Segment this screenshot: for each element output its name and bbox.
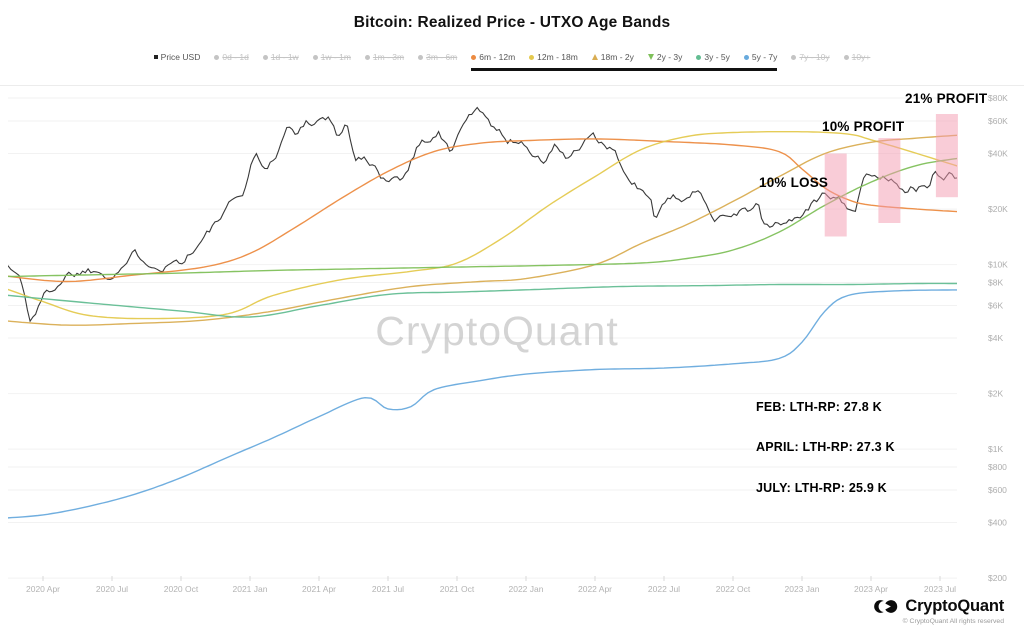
plot-top-divider: [0, 85, 1024, 86]
x-axis-label-2021-Apr: 2021 Apr: [302, 584, 336, 594]
y-axis-label-$400: $400: [988, 518, 1007, 528]
legend-label: 2y - 3y: [656, 52, 683, 62]
x-axis-label-2022-Oct: 2022 Oct: [716, 584, 751, 594]
legend-marker: [591, 54, 598, 60]
footer-brand: CryptoQuant © CryptoQuant All rights res…: [874, 597, 1004, 625]
highlight-bar-1: [824, 153, 847, 237]
legend-marker: [214, 54, 220, 60]
annotation-feb-lth-rp: FEB: LTH-RP: 27.8 K: [756, 400, 882, 414]
y-axis-label-$1K: $1K: [988, 444, 1003, 454]
x-axis-label-2023-Jul: 2023 Jul: [924, 584, 956, 594]
series-12m-18m: [8, 131, 957, 320]
legend-item-12m-18m[interactable]: 12m - 18m: [529, 52, 578, 62]
x-axis-label-2021-Jul: 2021 Jul: [372, 584, 404, 594]
legend-label: 0d - 1d: [222, 52, 249, 62]
legend-marker: [153, 55, 158, 59]
legend-marker: [262, 54, 268, 60]
annotation-10-percent-profit: 10% PROFIT: [822, 119, 905, 134]
legend-marker: [312, 54, 318, 60]
legend-label: 3y - 5y: [704, 52, 730, 62]
series-2y-3y: [8, 157, 957, 278]
y-axis-label-$20K: $20K: [988, 204, 1008, 214]
series-3y-5y: [8, 282, 957, 318]
legend-item-disabled-1m-3m[interactable]: 1m - 3m: [364, 52, 405, 62]
legend-marker: [471, 54, 477, 60]
cryptoquant-logo-icon: [874, 600, 898, 613]
legend-item-3y-5y[interactable]: 3y - 5y: [696, 52, 730, 62]
annotation-10-percent-loss: 10% LOSS: [759, 175, 829, 190]
legend-item-5y-7y[interactable]: 5y - 7y: [743, 52, 778, 62]
series-priceusd: [8, 106, 957, 323]
cryptoquant-wordmark: CryptoQuant: [905, 597, 1004, 615]
y-axis-label-$60K: $60K: [988, 116, 1008, 126]
legend-active-group: 6m - 12m 12m - 18m 18m - 2y 2y - 3y 3y - 5y 5…: [471, 52, 778, 71]
annotation-april-lth-rp: APRIL: LTH-RP: 27.3 K: [756, 440, 895, 454]
legend-marker: [529, 54, 535, 60]
x-axis-label-2020-Apr: 2020 Apr: [26, 584, 60, 594]
legend-marker: [843, 54, 849, 60]
y-axis-label-$4K: $4K: [988, 333, 1003, 343]
highlight-bar-2: [878, 138, 901, 223]
x-axis-label-2021-Jan: 2021 Jan: [233, 584, 268, 594]
legend-item-disabled-1w-1m[interactable]: 1w - 1m: [312, 52, 351, 62]
legend-label: 6m - 12m: [479, 52, 516, 62]
y-axis-label-$80K: $80K: [988, 93, 1008, 103]
chart-title: Bitcoin: Realized Price - UTXO Age Bands: [353, 14, 671, 31]
y-axis-label-$8K: $8K: [988, 278, 1003, 288]
x-axis-label-2022-Jan: 2022 Jan: [509, 584, 544, 594]
y-axis-label-$6K: $6K: [988, 301, 1003, 311]
legend-marker: [696, 54, 702, 60]
legend-item-6m-12m[interactable]: 6m - 12m: [471, 52, 515, 62]
annotation-21-percent-profit: 21% PROFIT: [905, 91, 988, 106]
highlight-bar-3: [935, 114, 958, 198]
legend-item-2y-3y[interactable]: 2y - 3y: [647, 52, 683, 62]
x-axis-label-2022-Jul: 2022 Jul: [648, 584, 680, 594]
legend-label: Price USD: [160, 52, 201, 62]
legend-label: 5y - 7y: [751, 52, 778, 62]
x-axis-label-2020-Oct: 2020 Oct: [164, 584, 199, 594]
x-axis-label-2021-Oct: 2021 Oct: [440, 584, 475, 594]
legend-item-price-usd[interactable]: Price USD: [153, 52, 201, 62]
x-axis-label-2022-Apr: 2022 Apr: [578, 584, 612, 594]
annotation-july-lth-rp: JULY: LTH-RP: 25.9 K: [756, 481, 887, 495]
y-axis-label-$40K: $40K: [988, 149, 1008, 159]
legend-item-disabled-7y-10y[interactable]: 7y - 10y: [791, 52, 830, 62]
legend-item-18m-2y[interactable]: 18m - 2y: [591, 52, 634, 62]
legend-label: 1d - 1w: [270, 52, 299, 62]
legend-marker: [791, 54, 797, 60]
legend-label: 3m - 6m: [426, 52, 458, 62]
y-axis-label-$600: $600: [988, 485, 1007, 495]
y-axis-label-$800: $800: [988, 462, 1007, 472]
legend-label: 1w - 1m: [320, 52, 351, 62]
x-axis-label-2023-Apr: 2023 Apr: [854, 584, 888, 594]
legend-marker: [743, 54, 749, 60]
watermark: CryptoQuant: [375, 308, 618, 354]
legend-marker: [418, 54, 424, 60]
legend: Price USD 0d - 1d 1d - 1w 1w - 1m 1m - 3m 3m …: [0, 52, 1024, 71]
y-axis-label-$2K: $2K: [988, 389, 1003, 399]
legend-label: 7y - 10y: [799, 52, 830, 62]
y-axis-label-$200: $200: [988, 573, 1007, 583]
series-6m-12m: [8, 138, 957, 283]
series-18m-2y: [8, 134, 957, 326]
legend-item-disabled-3m-6m[interactable]: 3m - 6m: [418, 52, 457, 62]
legend-item-disabled-0d-1d[interactable]: 0d - 1d: [214, 52, 249, 62]
legend-marker: [647, 54, 654, 60]
y-axis-label-$10K: $10K: [988, 260, 1008, 270]
copyright-text: © CryptoQuant All rights reserved: [902, 618, 1004, 625]
series-5y-7y: [8, 289, 957, 519]
legend-label: 10y+: [851, 52, 871, 62]
legend-marker: [364, 54, 370, 60]
legend-item-disabled-10y+[interactable]: 10y+: [843, 52, 871, 62]
legend-label: 18m - 2y: [600, 52, 634, 62]
legend-label: 1m - 3m: [372, 52, 405, 62]
legend-label: 12m - 18m: [537, 52, 578, 62]
x-axis-label-2020-Jul: 2020 Jul: [96, 584, 128, 594]
x-axis-label-2023-Jan: 2023 Jan: [785, 584, 820, 594]
legend-item-disabled-1d-1w[interactable]: 1d - 1w: [262, 52, 299, 62]
